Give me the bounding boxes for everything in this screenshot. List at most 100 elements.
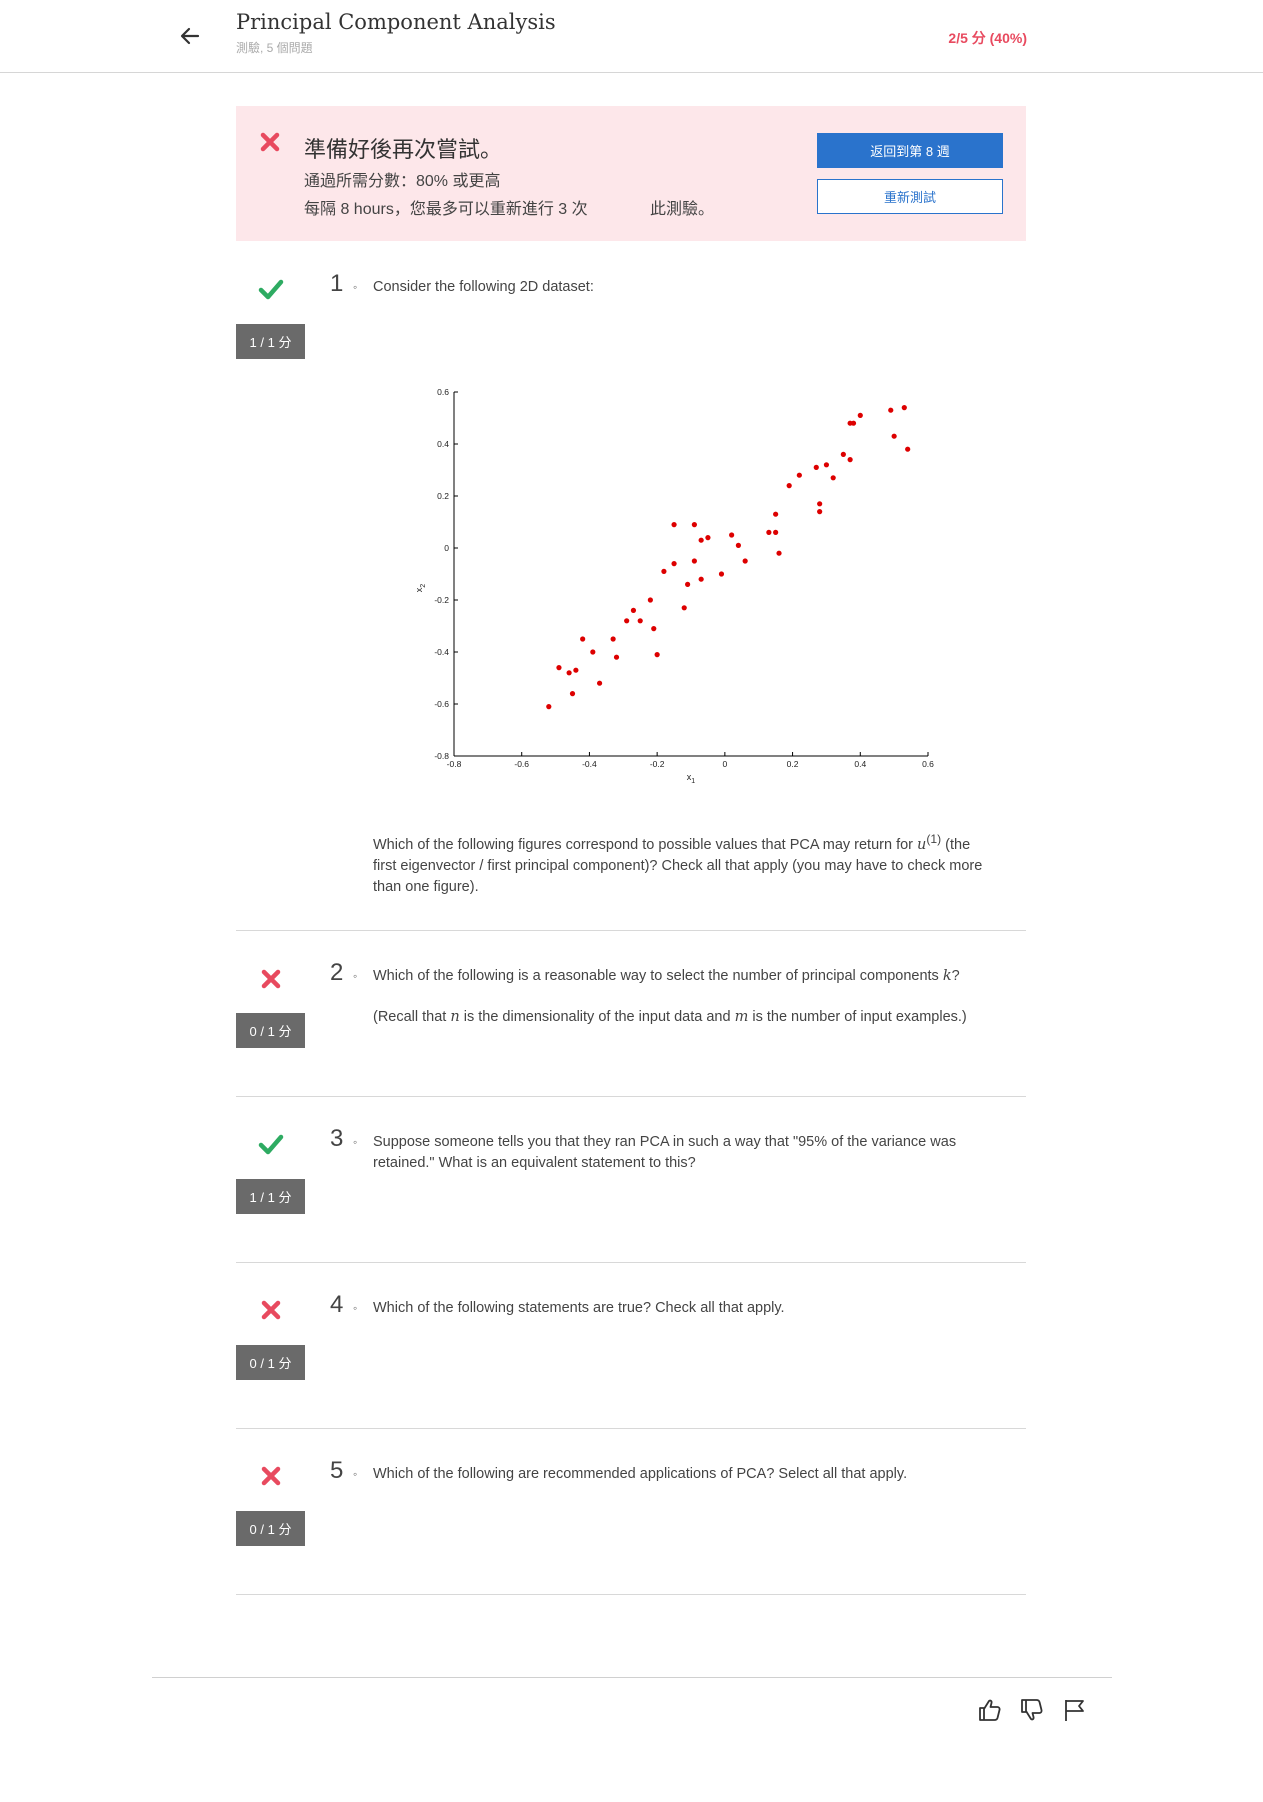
data-point [742,558,748,564]
page-subtitle: 測驗, 5 個問題 [236,41,313,55]
note-mid: is the dimensionality of the input data … [459,1009,735,1025]
y-tick-label: 0.2 [437,491,449,501]
data-point [546,704,552,710]
x-tick-label: -0.6 [514,759,529,769]
divider [236,1594,1026,1595]
check-icon [258,279,284,300]
question-number: 3 [330,1125,344,1152]
question-bullet: ◦ [353,969,358,983]
check-icon [258,1134,284,1155]
math-variable: m [734,1009,749,1025]
data-point [857,412,863,418]
data-point [823,462,830,468]
y-tick-label: 0.6 [437,387,449,397]
cross-icon [260,132,280,152]
data-point [610,636,616,642]
x-tick-label: -0.8 [447,759,462,769]
x-axis-label: x1 [687,772,696,785]
divider [236,1096,1026,1097]
data-point [766,529,772,535]
followup-after: (the [941,836,971,853]
question-number: 4 [330,1291,344,1318]
data-point [698,537,704,543]
data-point [705,535,711,541]
score-badge: 0 / 1 分 [236,1345,305,1380]
data-point [773,511,779,517]
data-point [735,542,741,548]
data-point [661,568,667,574]
question-text-start: Which of the following is a reasonable w… [373,968,943,984]
data-point [847,457,853,463]
y-tick-label: -0.4 [434,647,449,657]
data-point [786,483,792,489]
data-point [813,464,819,470]
data-point [817,501,823,507]
data-point [729,532,735,538]
data-point [654,652,660,658]
question-bullet: ◦ [353,1135,358,1149]
x-tick-label: 0 [722,759,727,769]
data-point [718,571,725,577]
data-point [888,407,894,413]
flag-icon[interactable] [1061,1696,1089,1724]
score-badge: 1 / 1 分 [236,324,305,359]
data-point [776,550,782,556]
data-point [671,522,677,528]
data-point [647,597,653,603]
math-variable: n [450,1009,460,1025]
data-point [891,433,897,439]
math-superscript: (1) [926,832,942,846]
data-point [630,607,637,613]
question-text: Which of the following is a reasonable w… [373,966,993,987]
y-tick-label: -0.2 [434,595,449,605]
pass-requirement: 通過所需分數：80% 或更高 [304,173,501,190]
question-text-end: ? [951,968,960,984]
y-axis-label: x2 [414,584,427,593]
page-header: Principal Component Analysis 測驗, 5 個問題 2… [0,0,1263,73]
y-axis-label-sub: 2 [420,584,427,588]
data-point [566,670,572,676]
x-tick-label: 0.4 [854,759,866,769]
note-end: is the number of input examples.) [748,1009,967,1025]
data-point [773,529,779,535]
math-variable: k [942,968,952,984]
data-point [580,636,586,642]
data-point [901,405,907,411]
data-point [850,420,857,426]
data-point [685,581,691,587]
cross-icon [261,969,281,989]
divider [236,1262,1026,1263]
cross-icon [261,1300,281,1320]
divider [236,930,1026,931]
data-point [569,691,576,697]
question-number: 2 [330,959,344,986]
data-point [830,475,836,481]
back-to-week-button[interactable]: 返回到第 8 週 [817,133,1003,168]
score-badge: 1 / 1 分 [236,1179,305,1214]
question-text: Suppose someone tells you that they ran … [373,1134,957,1171]
data-point [596,680,603,686]
back-button[interactable] [172,18,208,54]
scatter-chart: -0.8 -0.6 -0.4 -0.2 0 0.2 0.4 0.6 -0.8 -0.6 -0.4 -0… [410,378,950,798]
page-title: Principal Component Analysis [236,10,556,34]
question-text: Consider the following 2D dataset: [373,279,594,295]
data-point [556,665,562,671]
thumbs-down-icon[interactable] [1018,1696,1046,1724]
retake-quiz-button[interactable]: 重新測試 [817,179,1003,214]
data-point [590,649,596,655]
data-point [624,618,630,624]
followup-start: Which of the following figures correspon… [373,836,918,853]
arrow-left-icon [180,27,200,45]
retry-info-tail: 此測驗。 [650,201,715,218]
header-score: 2/5 分 (40%) [948,30,1027,46]
score-badge: 0 / 1 分 [236,1013,305,1048]
y-tick-label: -0.8 [434,751,449,761]
footer-divider [152,1677,1112,1678]
score-badge: 0 / 1 分 [236,1511,305,1546]
data-point [671,561,677,567]
data-point [691,522,697,528]
note-start: (Recall that [373,1009,451,1025]
y-tick-label: 0.4 [437,439,449,449]
question-bullet: ◦ [353,280,358,294]
thumbs-up-icon[interactable] [976,1696,1004,1724]
